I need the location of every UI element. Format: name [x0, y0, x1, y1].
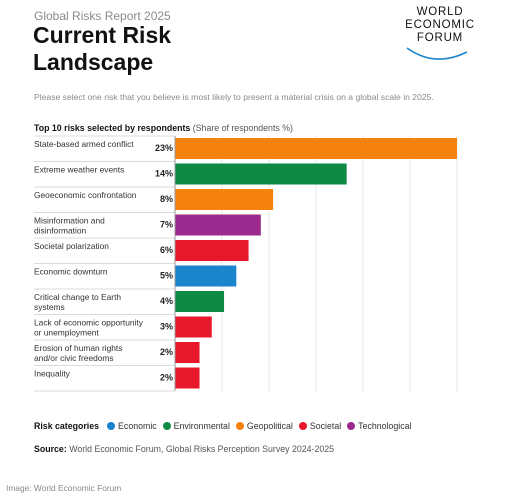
- chart-subtitle: (Share of respondents %): [192, 123, 293, 133]
- page-title: Current Risk Landscape: [33, 22, 171, 76]
- data-label: 4%: [160, 296, 173, 306]
- category-label: Lack of economic opportunity: [34, 318, 144, 328]
- bar: [175, 189, 274, 210]
- data-label: 3%: [160, 322, 173, 332]
- bar: [175, 265, 237, 287]
- source-label: Source:: [34, 444, 67, 454]
- chart-title: Top 10 risks selected by respondents: [34, 123, 191, 133]
- legend: Risk categories Economic Environmental G…: [34, 421, 417, 431]
- category-label: disinformation: [34, 226, 86, 236]
- category-label: Economic downturn: [34, 267, 108, 277]
- legend-label: Risk categories: [34, 421, 100, 431]
- category-label: and/or civic freedoms: [34, 353, 114, 363]
- category-label: Societal polarization: [34, 241, 109, 251]
- data-label: 2%: [160, 373, 173, 383]
- image-credit: Image: World Economic Forum: [6, 483, 122, 493]
- legend-item-technological: Technological: [347, 421, 411, 431]
- data-label: 7%: [160, 220, 173, 230]
- data-label: 5%: [160, 271, 173, 281]
- category-label: Critical change to Earth: [34, 292, 121, 302]
- logo-arc-icon: [406, 47, 468, 60]
- legend-item-label: Geopolitical: [246, 421, 293, 431]
- chart-heading: Top 10 risks selected by respondents (Sh…: [34, 123, 293, 133]
- logo-line-1: WORLD: [416, 6, 464, 18]
- environmental-dot-icon: [162, 422, 171, 430]
- legend-item-label: Environmental: [173, 421, 230, 431]
- bar: [175, 342, 200, 363]
- bar: [175, 291, 225, 312]
- source-note: Source: World Economic Forum, Global Ris…: [34, 444, 334, 454]
- legend-item-economic: Economic: [107, 421, 157, 431]
- legend-item-label: Technological: [358, 421, 412, 431]
- bar: [175, 138, 457, 159]
- bar: [175, 367, 200, 389]
- technological-dot-icon: [347, 422, 356, 430]
- category-label: or unemployment: [34, 328, 99, 338]
- source-text: World Economic Forum, Global Risks Perce…: [69, 444, 335, 454]
- logo-line-2: ECONOMIC: [405, 19, 475, 31]
- category-label: Misinformation and: [34, 216, 105, 226]
- legend-item-label: Economic: [118, 421, 157, 431]
- legend-item-societal: Societal: [298, 421, 342, 431]
- category-label: systems: [34, 302, 65, 312]
- survey-question: Please select one risk that you believe …: [34, 92, 434, 102]
- bar: [175, 214, 261, 236]
- legend-item-geopolitical: Geopolitical: [235, 421, 293, 431]
- category-label: Geoeconomic confrontation: [34, 190, 137, 200]
- data-label: 2%: [160, 347, 173, 357]
- bar: [175, 240, 249, 261]
- bar: [175, 163, 347, 185]
- category-label: Erosion of human rights: [34, 343, 122, 353]
- category-label: Inequality: [34, 369, 71, 379]
- data-label: 8%: [160, 194, 173, 204]
- wef-logo: WORLD ECONOMIC FORUM: [395, 6, 485, 64]
- data-label: 6%: [160, 245, 173, 255]
- report-name: Global Risks Report 2025: [34, 9, 171, 23]
- data-label: 23%: [155, 143, 173, 153]
- bar: [175, 316, 212, 338]
- category-label: State-based armed conflict: [34, 139, 134, 149]
- title-line-1: Current Risk: [33, 22, 172, 48]
- category-label: Extreme weather events: [34, 165, 124, 175]
- economic-dot-icon: [107, 422, 116, 430]
- geopolitical-dot-icon: [235, 422, 244, 430]
- logo-line-3: FORUM: [416, 32, 464, 44]
- societal-dot-icon: [298, 422, 307, 430]
- legend-item-environmental: Environmental: [162, 421, 230, 431]
- legend-item-label: Societal: [309, 421, 342, 431]
- data-label: 14%: [155, 169, 173, 179]
- title-line-2: Landscape: [33, 49, 154, 75]
